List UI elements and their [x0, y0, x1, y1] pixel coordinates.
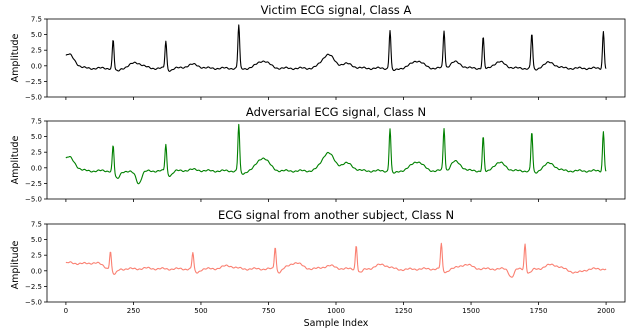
x-tick-label: 1500	[462, 307, 480, 315]
y-tick-label: −5.0	[25, 94, 42, 102]
x-tick-label: 0	[64, 307, 68, 315]
ecg-series-line	[65, 24, 607, 72]
y-tick-label: 7.5	[31, 221, 42, 229]
ylabel-victim: Amplitude	[10, 34, 21, 83]
y-tick-label: 7.5	[31, 118, 42, 126]
y-tick-label: 0.0	[31, 62, 42, 70]
panel-title-victim: Victim ECG signal, Class A	[261, 3, 412, 17]
y-tick-label: 2.5	[31, 252, 42, 260]
x-tick-label: 1250	[395, 307, 413, 315]
axes-frame	[46, 223, 626, 303]
plot-victim: −5.0 −2.5 0.0 2.5 5.0 7.5	[25, 16, 626, 102]
x-tick-label: 1000	[327, 307, 345, 315]
y-tick-label: 7.5	[31, 16, 42, 24]
y-tick-label: −5.0	[25, 299, 42, 307]
ecg-series-line	[65, 123, 607, 185]
panel-title-other-subject: ECG signal from another subject, Class N	[218, 208, 454, 222]
y-tick-label: −2.5	[25, 180, 42, 188]
panel-adversarial: Adversarial ECG signal, Class N Amplitud…	[10, 105, 626, 204]
panel-other-subject: ECG signal from another subject, Class N…	[10, 208, 626, 329]
x-tick-label: 2000	[597, 307, 615, 315]
x-tick-label: 250	[127, 307, 140, 315]
plot-other-subject: −5.0 −2.5 0.0 2.5 5.0 7.5 0 250 500 750 1000 1250 15…	[25, 221, 626, 315]
plot-adversarial: −5.0 −2.5 0.0 2.5 5.0 7.5	[25, 118, 626, 204]
ecg-series-line	[65, 242, 607, 278]
panel-victim: Victim ECG signal, Class A Amplitude −5.…	[10, 3, 626, 102]
x-tick-label: 1750	[530, 307, 548, 315]
y-tick-label: 2.5	[31, 149, 42, 157]
y-tick-label: −2.5	[25, 283, 42, 291]
y-tick-label: 5.0	[31, 31, 42, 39]
y-tick-label: 5.0	[31, 236, 42, 244]
y-tick-label: −2.5	[25, 78, 42, 86]
y-tick-label: 0.0	[31, 164, 42, 172]
y-tick-label: 0.0	[31, 267, 42, 275]
xlabel-sample-index: Sample Index	[304, 318, 369, 329]
x-tick-label: 750	[262, 307, 275, 315]
axes-frame	[46, 18, 626, 98]
x-tick-label: 500	[194, 307, 207, 315]
y-tick-label: 5.0	[31, 133, 42, 141]
panel-title-adversarial: Adversarial ECG signal, Class N	[246, 105, 426, 119]
y-tick-label: 2.5	[31, 47, 42, 55]
y-tick-label: −5.0	[25, 196, 42, 204]
axes-frame	[46, 120, 626, 200]
ylabel-other-subject: Amplitude	[10, 241, 21, 290]
ylabel-adversarial: Amplitude	[10, 136, 21, 185]
